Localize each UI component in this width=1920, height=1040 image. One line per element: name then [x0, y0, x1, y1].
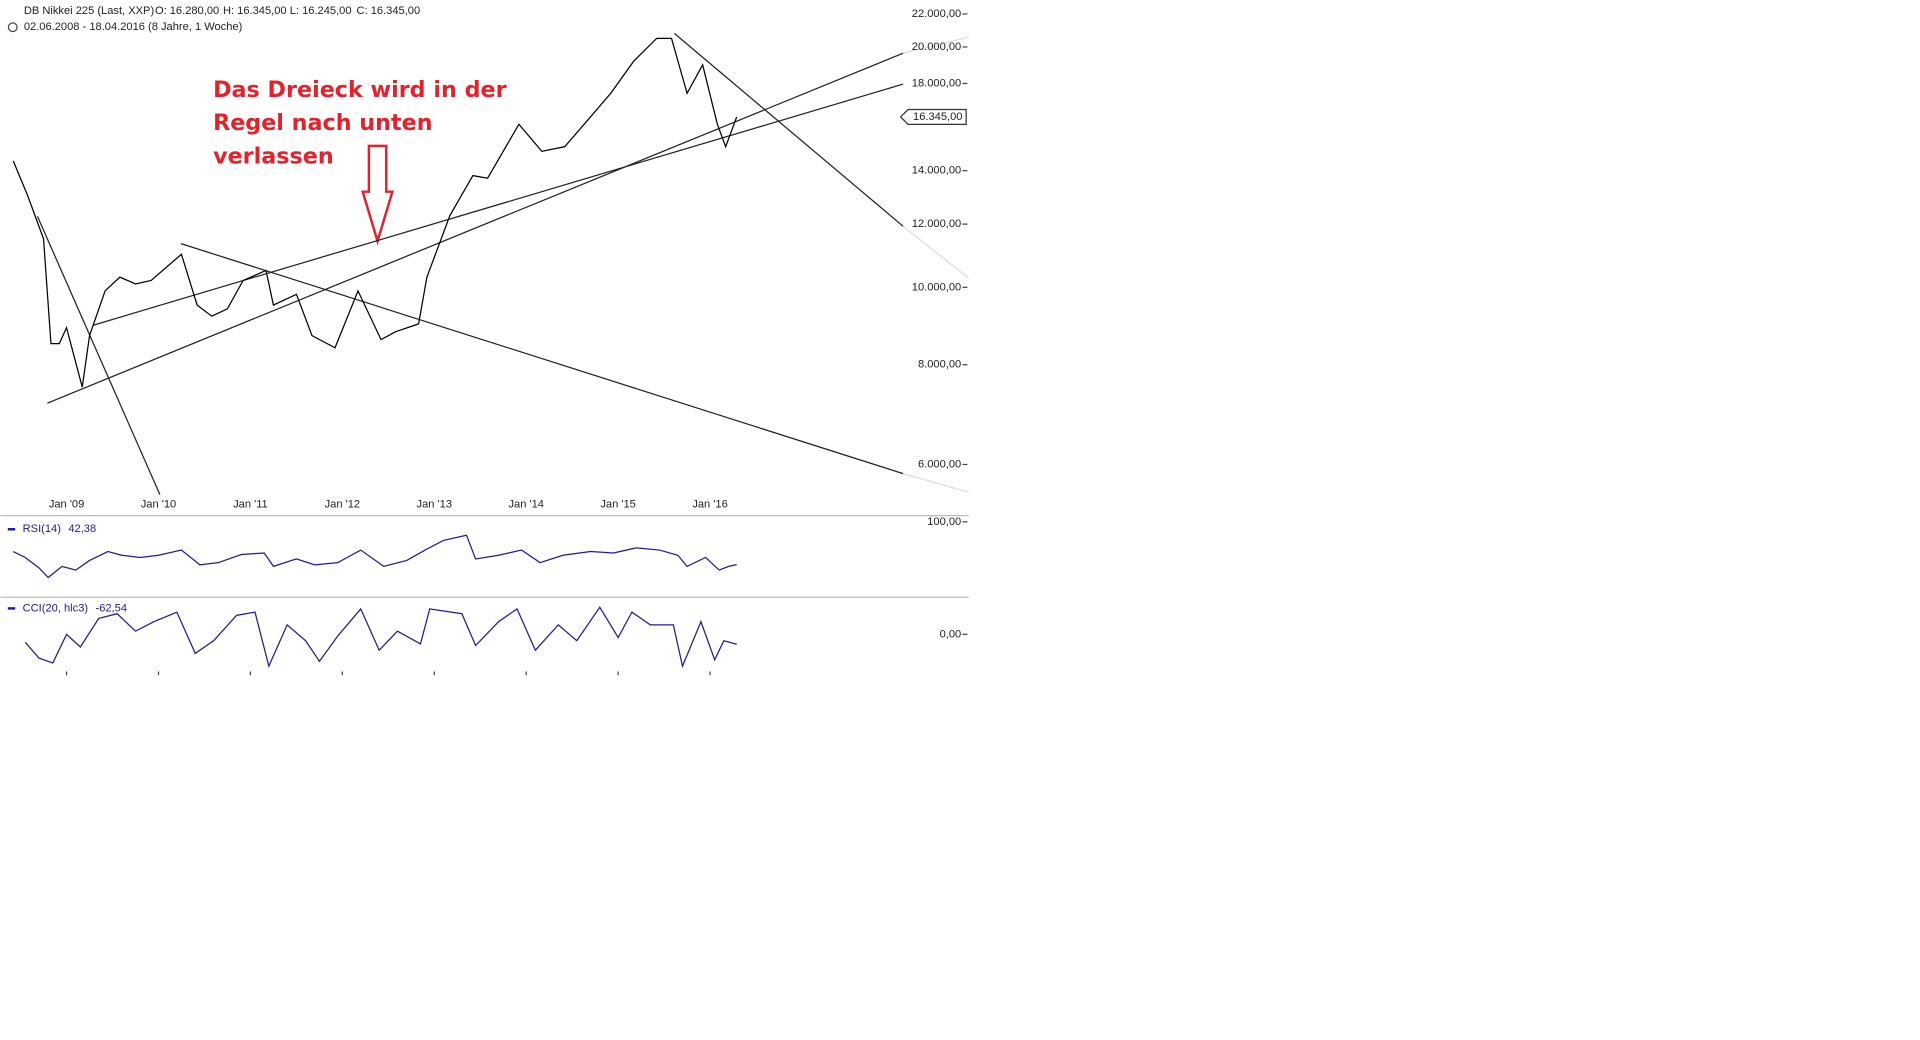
quote-low: L: 16.245,00 — [290, 5, 352, 17]
x-tick-label: Jan '10 — [141, 498, 176, 510]
trend-line — [673, 32, 904, 227]
y-tick-label: 12.000,00 — [912, 218, 961, 230]
annotation: Das Dreieck wird in der — [213, 77, 507, 103]
price-tag-label: 16.345,00 — [913, 111, 962, 123]
x-tick-label: Jan '09 — [49, 498, 84, 510]
x-tick-label: Jan '14 — [508, 498, 543, 510]
legend-label: RSI(14) — [23, 523, 62, 535]
x-tick-label: Jan '16 — [692, 498, 727, 510]
trend-line — [902, 225, 970, 279]
y-tick-label: 6.000,00 — [918, 458, 961, 470]
series-line — [24, 606, 737, 669]
y-tick-label: 0,00 — [940, 628, 962, 640]
x-tick-label: Jan '12 — [325, 498, 360, 510]
annotation: verlassen — [213, 144, 334, 170]
price-tag — [899, 108, 967, 125]
trend-line — [36, 216, 161, 495]
trend-line — [180, 243, 904, 475]
quote-open: O: 16.280,00 — [155, 5, 219, 17]
trend-line — [902, 473, 969, 493]
trend-line — [47, 52, 904, 404]
y-tick-label: 22.000,00 — [912, 8, 961, 20]
period: 02.06.2008 - 18.04.2016 (8 Jahre, 1 Woch… — [24, 21, 243, 33]
y-tick-label: 20.000,00 — [912, 41, 961, 53]
x-tick-label: Jan '15 — [600, 498, 635, 510]
trend-line — [92, 83, 904, 326]
x-tick-label: Jan '11 — [233, 498, 268, 510]
y-tick-label: 100,00 — [927, 516, 961, 528]
readout: -62,54 — [96, 602, 128, 614]
series-line — [12, 37, 738, 388]
quote-close: C: 16.345,00 — [357, 5, 421, 17]
annotation: Regel nach unten — [213, 110, 433, 136]
chart-title: DB Nikkei 225 (Last, XXP) — [24, 5, 155, 17]
trend-lines — [36, 32, 904, 495]
trend-extensions — [902, 36, 970, 493]
legend-swatch — [7, 528, 16, 531]
y-tick-label: 8.000,00 — [918, 359, 961, 371]
arrow — [361, 144, 395, 246]
series-line — [12, 534, 737, 579]
trend-line — [902, 36, 969, 54]
y-tick-label: 10.000,00 — [912, 281, 961, 293]
quote-high: H: 16.345,00 — [223, 5, 287, 17]
y-tick-label: 14.000,00 — [912, 165, 961, 177]
x-tick-label: Jan '13 — [417, 498, 452, 510]
y-tick-label: 18.000,00 — [912, 77, 961, 89]
clock-icon — [7, 22, 18, 33]
readout: 42,38 — [68, 523, 96, 535]
legend-label: CCI(20, hlc3) — [23, 602, 89, 614]
legend-swatch — [7, 607, 16, 610]
